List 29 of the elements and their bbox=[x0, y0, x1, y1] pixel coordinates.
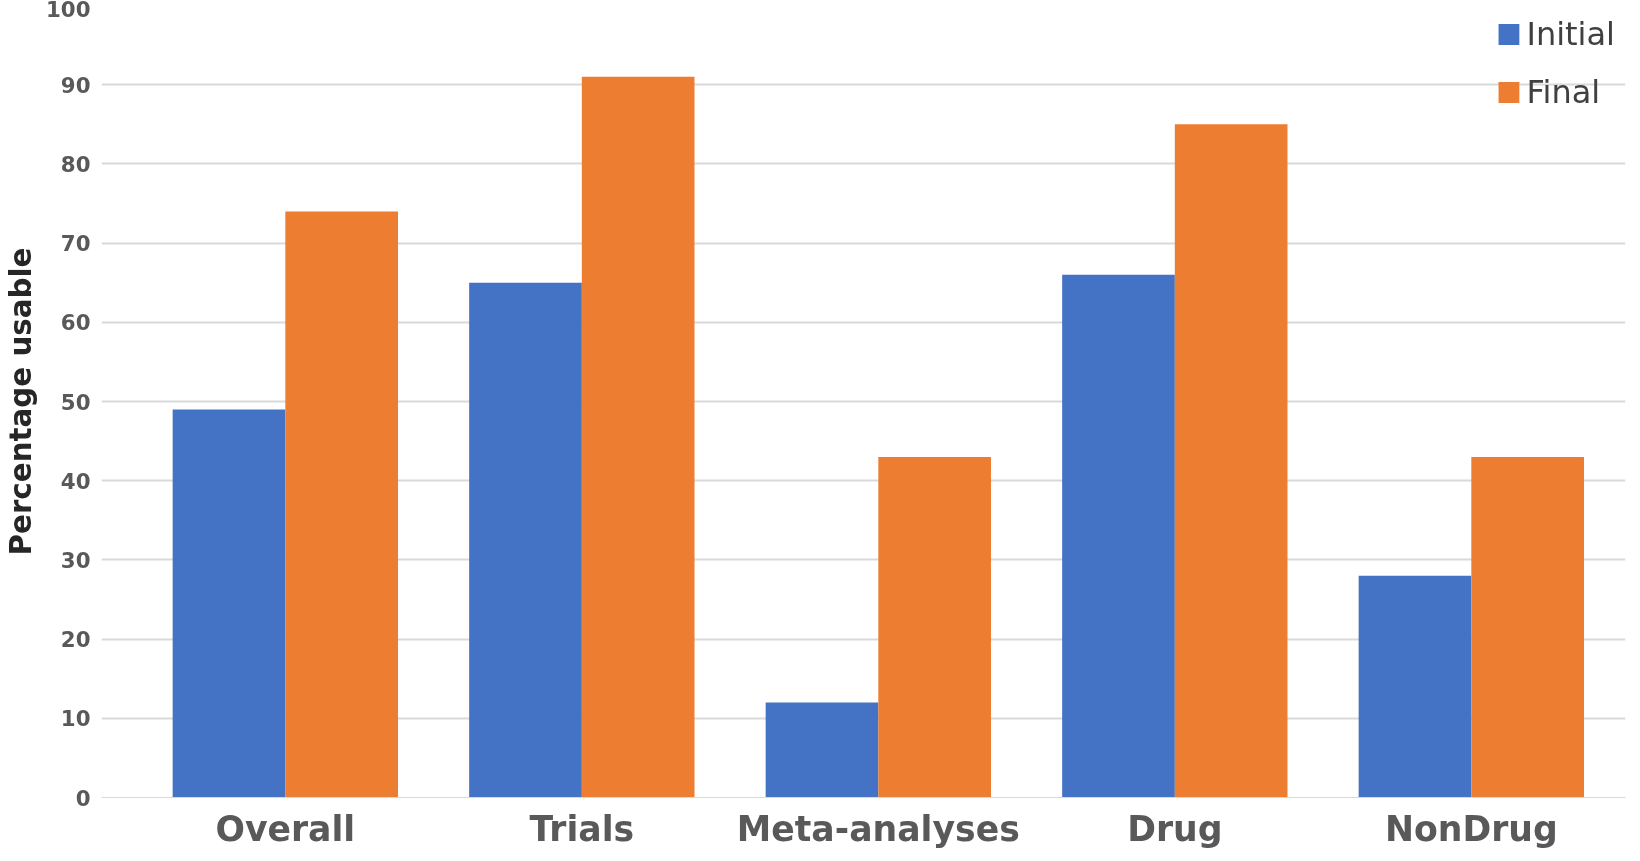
bar bbox=[1062, 274, 1175, 798]
x-tick-label: Drug bbox=[1127, 808, 1223, 849]
y-tick-label: 80 bbox=[60, 151, 91, 177]
y-tick-label: 10 bbox=[60, 706, 91, 732]
x-tick-label: Trials bbox=[529, 808, 635, 849]
y-tick-label: 90 bbox=[60, 72, 91, 98]
legend-label: Initial bbox=[1526, 15, 1615, 53]
x-tick-label: Overall bbox=[215, 808, 356, 849]
x-tick-label: NonDrug bbox=[1384, 808, 1558, 849]
legend-label: Final bbox=[1526, 73, 1601, 111]
bar bbox=[1471, 456, 1584, 798]
y-axis-title: Percentage usable bbox=[3, 247, 38, 556]
bar bbox=[878, 456, 991, 798]
y-tick-label: 50 bbox=[60, 389, 91, 415]
bar bbox=[581, 76, 695, 798]
bar bbox=[285, 211, 398, 798]
y-tick-label: 20 bbox=[60, 627, 91, 653]
y-tick-label: 100 bbox=[45, 0, 91, 22]
y-tick-label: 60 bbox=[60, 310, 91, 336]
bar bbox=[765, 702, 879, 798]
bar bbox=[172, 409, 286, 798]
bar bbox=[469, 282, 582, 798]
bar bbox=[1174, 124, 1288, 798]
y-tick-label: 40 bbox=[60, 468, 91, 494]
x-tick-label: Meta-analyses bbox=[736, 808, 1020, 849]
y-tick-label: 0 bbox=[75, 785, 91, 811]
bar bbox=[1358, 575, 1472, 798]
y-tick-label: 70 bbox=[60, 231, 91, 257]
y-tick-label: 30 bbox=[60, 547, 91, 573]
